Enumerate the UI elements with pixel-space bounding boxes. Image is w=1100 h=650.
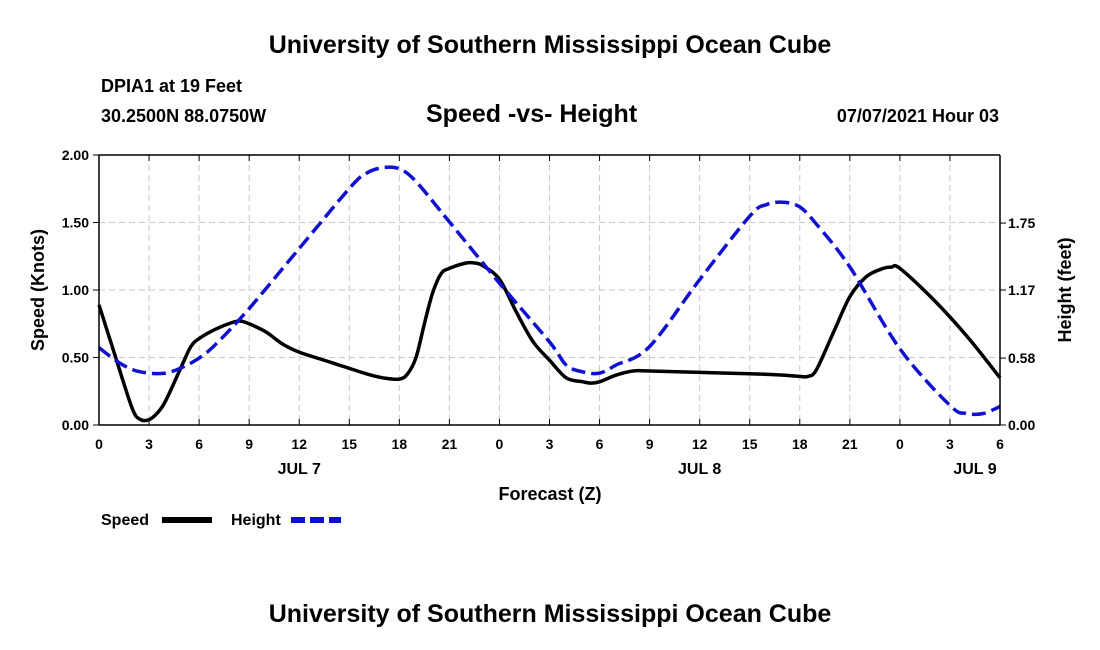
station-coordinates: 30.2500N 88.0750W: [101, 106, 267, 126]
y-axis-label-left: Speed (Knots): [28, 229, 48, 351]
legend-label-height: Height: [231, 512, 281, 529]
y-tick-label-left: 0.50: [62, 350, 89, 366]
y-tick-label-left: 1.50: [62, 215, 89, 231]
y-tick-label-right: 1.75: [1008, 215, 1035, 231]
x-tick-label: 12: [291, 436, 307, 452]
y-tick-label-right: 0.58: [1008, 350, 1035, 366]
x-tick-label: 12: [692, 436, 708, 452]
x-tick-label: 3: [946, 436, 954, 452]
y-tick-label-left: 0.00: [62, 417, 89, 433]
x-tick-label: 3: [546, 436, 554, 452]
x-tick-label: 18: [392, 436, 408, 452]
day-label: JUL 7: [278, 461, 321, 478]
x-tick-label: 6: [195, 436, 203, 452]
forecast-datetime: 07/07/2021 Hour 03: [836, 106, 999, 126]
series-line-speed: [97, 260, 1002, 423]
page-title: University of Southern Mississippi Ocean…: [268, 31, 832, 59]
y-tick-label-left: 2.00: [62, 147, 89, 163]
y-tick-label-right: 0.00: [1008, 417, 1035, 433]
x-tick-label: 0: [496, 436, 504, 452]
x-tick-label: 9: [245, 436, 253, 452]
day-label: JUL 8: [678, 461, 721, 478]
footer-title: University of Southern Mississippi Ocean…: [268, 600, 832, 628]
x-tick-label: 18: [792, 436, 808, 452]
legend-label-speed: Speed: [101, 512, 149, 529]
x-tick-label: 3: [145, 436, 153, 452]
legend: Speed Height: [101, 512, 341, 529]
x-tick-label: 6: [596, 436, 604, 452]
station-label: DPIA1 at 19 Feet: [101, 76, 243, 96]
x-tick-label: 0: [95, 436, 103, 452]
x-tick-label: 0: [896, 436, 904, 452]
axes: [93, 154, 1006, 426]
series-line-height: [97, 165, 1001, 417]
chart-title: Speed -vs- Height: [426, 100, 638, 128]
y-tick-label-left: 1.00: [62, 282, 89, 298]
x-tick-label: 21: [842, 436, 858, 452]
y-axis-label-right: Height (feet): [1055, 238, 1075, 343]
x-tick-label: 15: [742, 436, 758, 452]
tick-labels: 0 3 6 9 12 15 18 21 0 3 6 9 12 15 18 21 0 3 60.000.501.001…: [62, 147, 1036, 478]
x-tick-label: 6: [996, 436, 1004, 452]
y-tick-label-right: 1.17: [1008, 282, 1035, 298]
grid-lines: [99, 155, 1000, 425]
x-tick-label: 21: [442, 436, 458, 452]
x-axis-label: Forecast (Z): [498, 484, 601, 504]
x-tick-label: 9: [646, 436, 654, 452]
x-tick-label: 15: [341, 436, 357, 452]
series-lines: [97, 165, 1002, 423]
day-label: JUL 9: [953, 461, 996, 478]
